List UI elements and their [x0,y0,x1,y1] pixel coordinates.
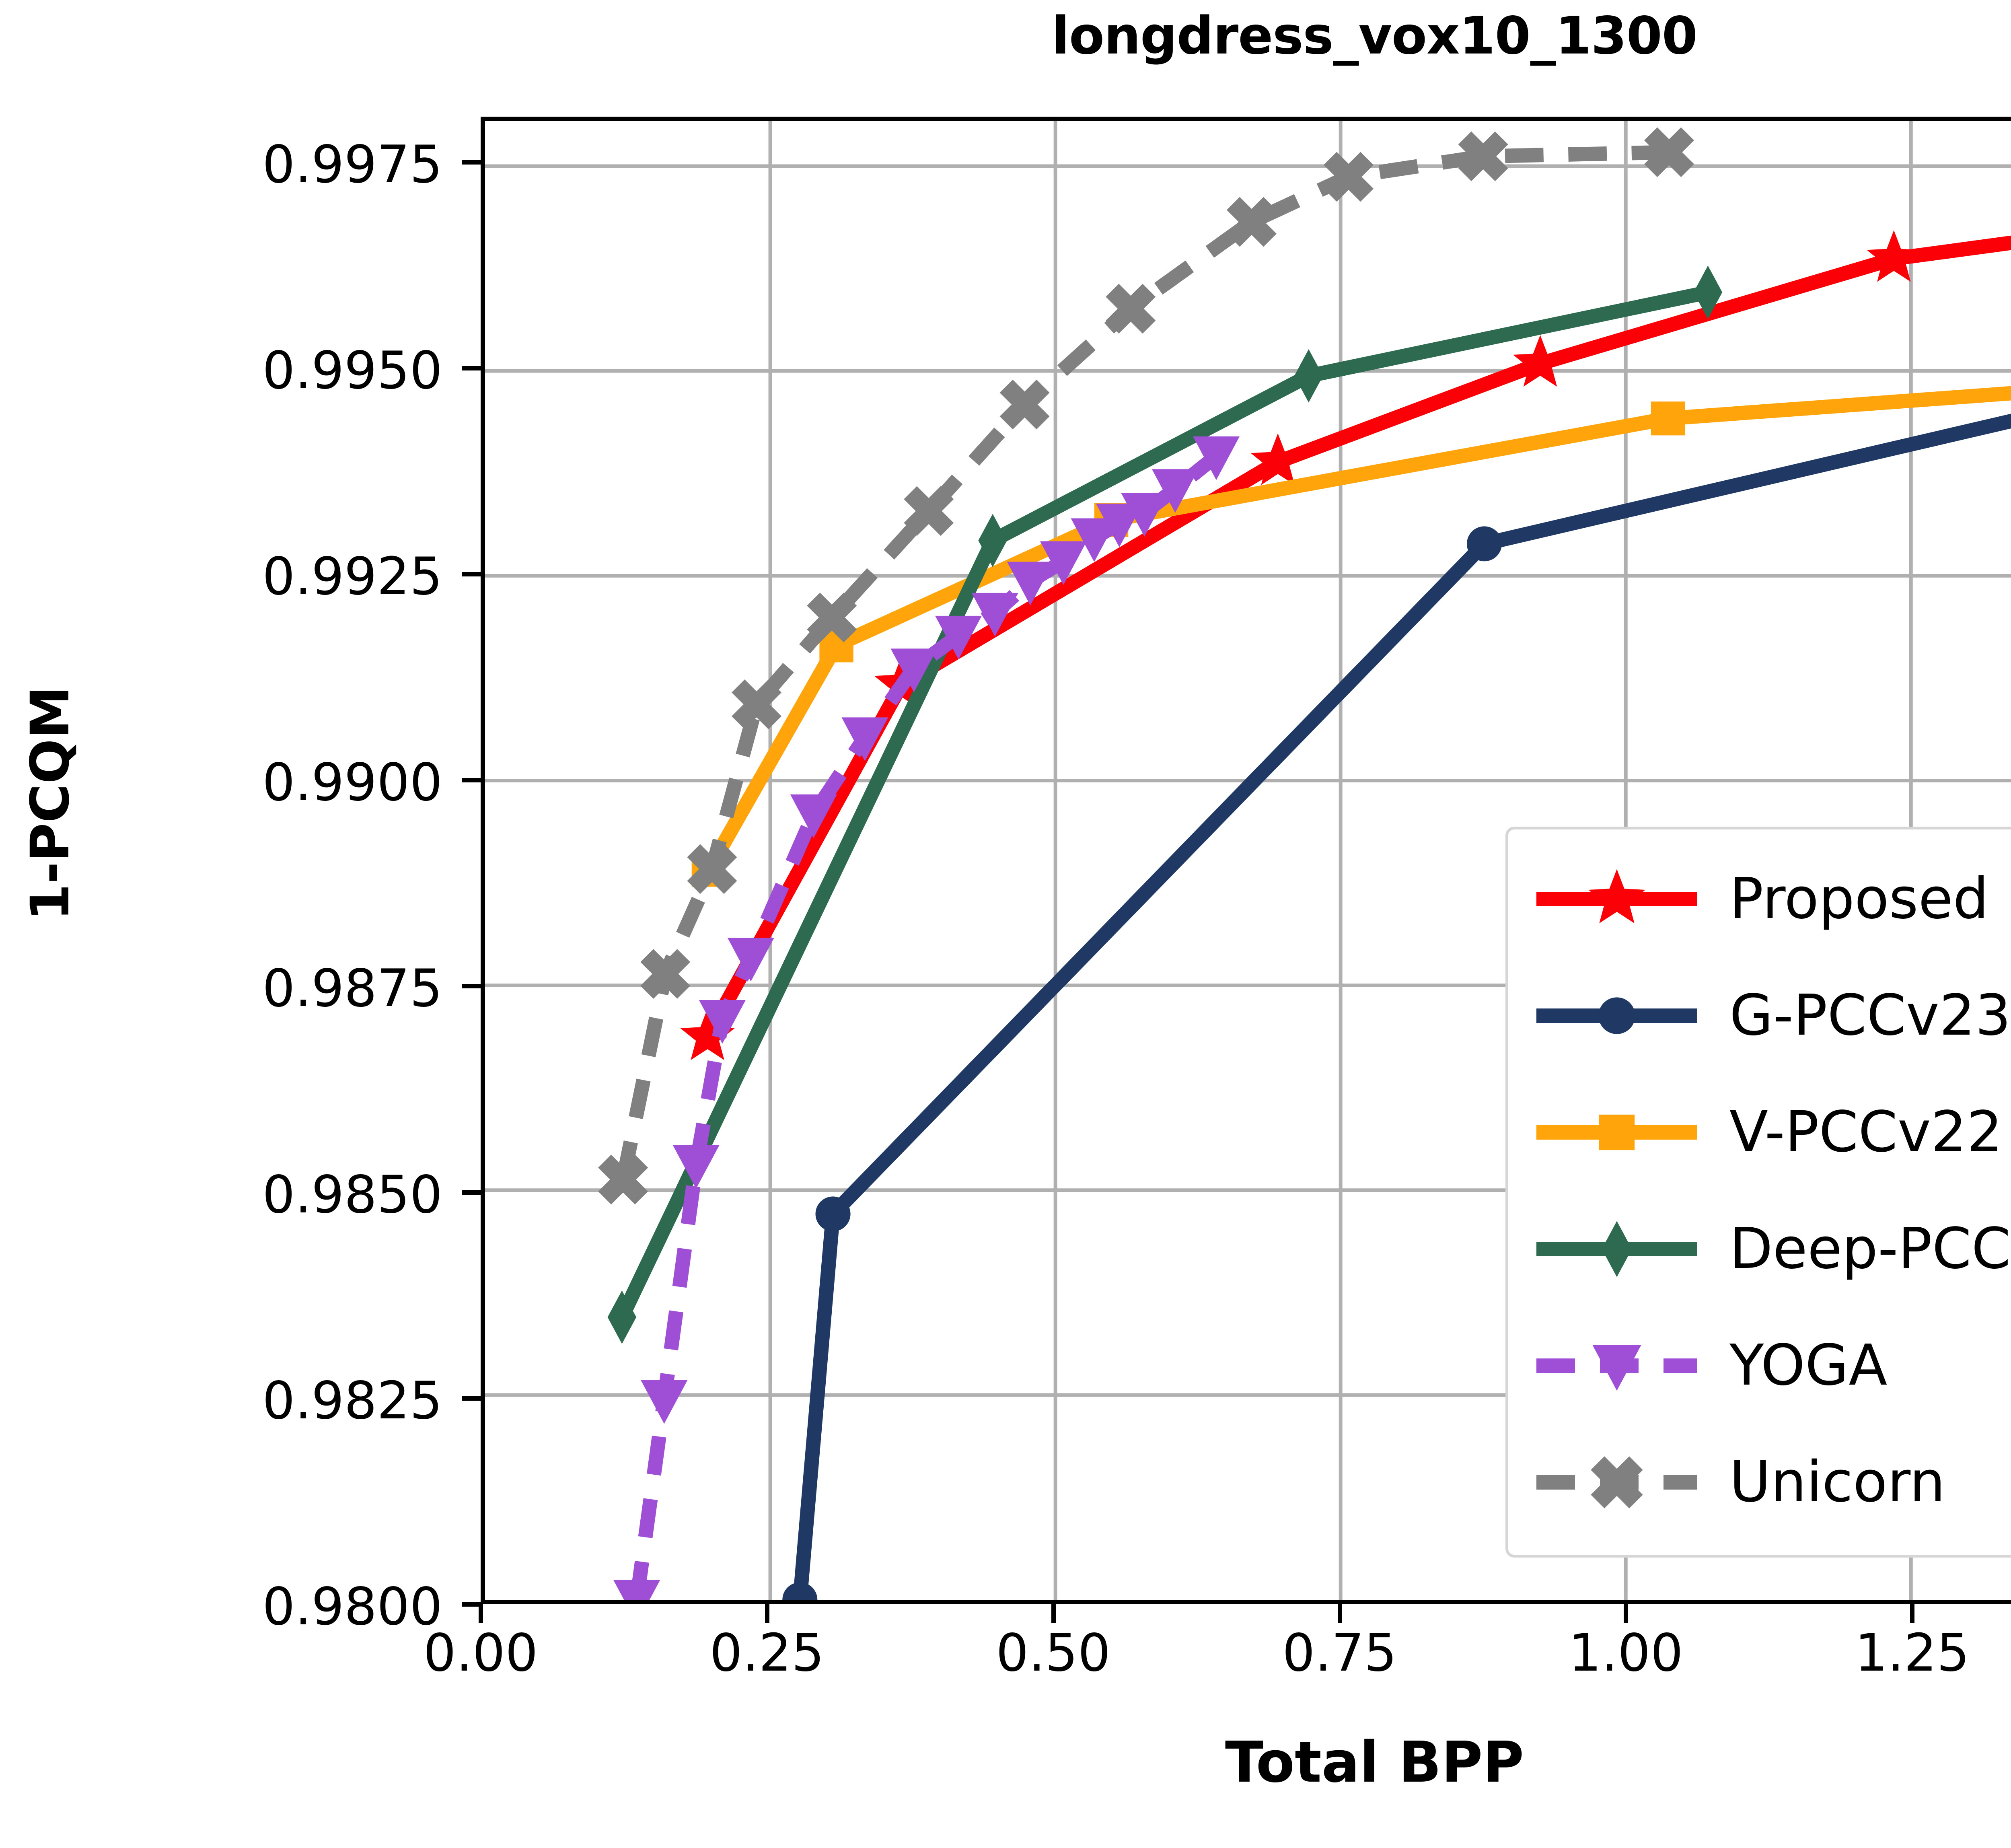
legend-marker-icon [1508,1191,1725,1307]
y-tick-mark [462,1602,481,1607]
y-tick-label: 0.9875 [262,959,442,1019]
y-tick-mark [462,1190,481,1195]
x-tick-mark [1337,1604,1342,1623]
x-tick-label: 0.75 [1282,1623,1397,1683]
y-tick-mark [462,160,481,165]
legend-item-6[interactable]: Unicorn [1508,1424,2011,1541]
legend-item-label: G-PCCv23 [1729,983,2011,1048]
x-tick-label: 0.25 [709,1623,825,1683]
legend-item-2[interactable]: G-PCCv23 [1508,957,2011,1074]
y-tick-mark [462,1396,481,1401]
x-tick-label: 1.00 [1568,1623,1683,1683]
legend-marker-icon [1508,957,1725,1074]
y-tick-label: 0.9800 [262,1577,442,1637]
page-title: longdress_vox10_1300 [1052,6,1698,66]
x-tick-mark [1051,1604,1056,1623]
y-tick-label: 0.9900 [262,753,442,813]
legend-item-5[interactable]: YOGA [1508,1307,2011,1424]
legend-marker-icon [1508,1074,1725,1191]
legend-item-3[interactable]: V-PCCv22 [1508,1074,2011,1191]
x-tick-mark [765,1604,769,1623]
legend-marker-icon [1508,1424,1725,1541]
y-tick-label: 0.9850 [262,1165,442,1225]
legend-item-label: Deep-PCC [1729,1216,2011,1282]
legend-item-1[interactable]: Proposed (MEGA-PCC) [1508,841,2011,957]
y-tick-label: 0.9950 [262,340,442,401]
data-series-layer [598,127,2011,1600]
x-tick-mark [1624,1604,1629,1623]
x-tick-mark [479,1604,483,1623]
y-tick-label: 0.9925 [262,547,442,607]
legend-item-label: YOGA [1729,1333,1888,1398]
y-tick-mark [462,778,481,783]
legend-item-label: Proposed (MEGA-PCC) [1729,866,2011,932]
legend-marker-icon [1508,841,1725,957]
y-tick-label: 0.9975 [262,134,442,195]
x-axis-label: Total BPP [1225,1730,1524,1795]
legend-item-label: V-PCCv22 [1729,1099,2003,1165]
x-tick-mark [1910,1604,1915,1623]
x-tick-label: 0.50 [996,1623,1111,1683]
x-tick-label: 0.00 [423,1623,538,1683]
legend-item-4[interactable]: Deep-PCC [1508,1191,2011,1307]
legend-marker-icon [1508,1307,1725,1424]
x-tick-label: 1.25 [1855,1623,1970,1683]
legend-item-label: Unicorn [1729,1449,1945,1515]
y-tick-mark [462,984,481,989]
y-tick-mark [462,366,481,370]
y-axis-label: 1-PCQM [19,686,81,921]
y-tick-label: 0.9825 [262,1371,442,1431]
legend-box[interactable]: Proposed (MEGA-PCC) G-PCCv23 V-PCCv22 Deep-… [1505,827,2011,1558]
y-tick-mark [462,572,481,577]
